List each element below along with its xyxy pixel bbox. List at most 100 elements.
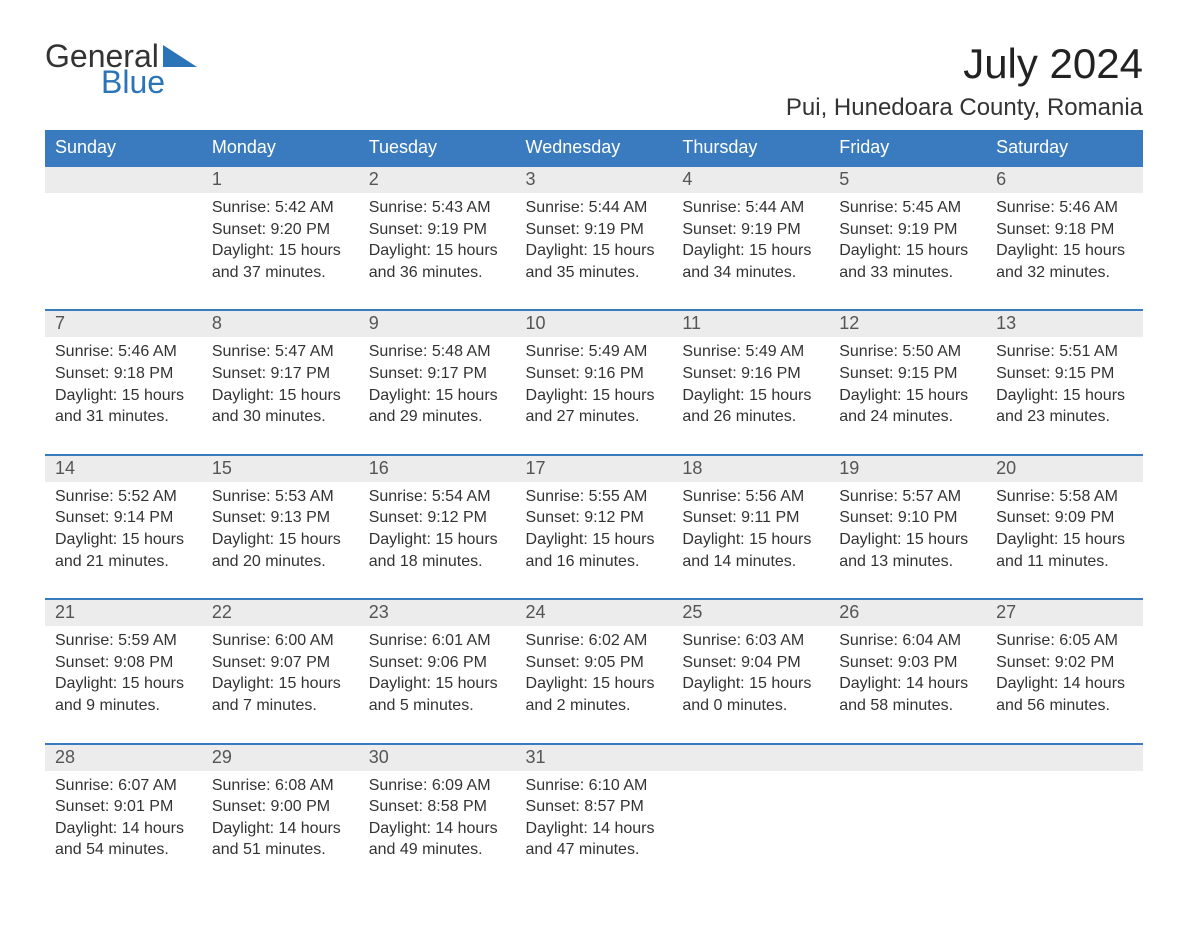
- daylight-text: and 31 minutes.: [55, 406, 192, 428]
- sunrise-text: Sunrise: 5:58 AM: [996, 486, 1133, 508]
- day-detail-cell: Sunrise: 6:01 AMSunset: 9:06 PMDaylight:…: [359, 626, 516, 743]
- day-number-cell: 23: [359, 599, 516, 626]
- sunset-text: Sunset: 9:07 PM: [212, 652, 349, 674]
- day-number-cell: 29: [202, 744, 359, 771]
- weekday-header-row: Sunday Monday Tuesday Wednesday Thursday…: [45, 130, 1143, 166]
- sunrise-text: Sunrise: 5:45 AM: [839, 197, 976, 219]
- day-detail-cell: Sunrise: 5:59 AMSunset: 9:08 PMDaylight:…: [45, 626, 202, 743]
- daylight-text: and 24 minutes.: [839, 406, 976, 428]
- logo-word-2: Blue: [101, 66, 197, 98]
- daylight-text: Daylight: 15 hours: [55, 673, 192, 695]
- sunset-text: Sunset: 9:15 PM: [996, 363, 1133, 385]
- day-detail-cell: [672, 771, 829, 887]
- daylight-text: and 16 minutes.: [526, 551, 663, 573]
- day-detail-cell: Sunrise: 5:46 AMSunset: 9:18 PMDaylight:…: [986, 193, 1143, 310]
- day-detail-cell: [986, 771, 1143, 887]
- sunset-text: Sunset: 9:19 PM: [526, 219, 663, 241]
- daylight-text: Daylight: 14 hours: [212, 818, 349, 840]
- daylight-text: and 23 minutes.: [996, 406, 1133, 428]
- sunset-text: Sunset: 9:05 PM: [526, 652, 663, 674]
- day-detail-cell: Sunrise: 5:44 AMSunset: 9:19 PMDaylight:…: [516, 193, 673, 310]
- sunrise-text: Sunrise: 5:44 AM: [526, 197, 663, 219]
- day-detail-cell: Sunrise: 5:42 AMSunset: 9:20 PMDaylight:…: [202, 193, 359, 310]
- day-number-row: 28293031: [45, 744, 1143, 771]
- sunrise-text: Sunrise: 6:00 AM: [212, 630, 349, 652]
- day-number-cell: 3: [516, 166, 673, 193]
- day-detail-cell: Sunrise: 5:44 AMSunset: 9:19 PMDaylight:…: [672, 193, 829, 310]
- day-number-cell: 30: [359, 744, 516, 771]
- daylight-text: Daylight: 15 hours: [839, 385, 976, 407]
- day-detail-cell: Sunrise: 5:46 AMSunset: 9:18 PMDaylight:…: [45, 337, 202, 454]
- sunrise-text: Sunrise: 5:49 AM: [682, 341, 819, 363]
- sunrise-text: Sunrise: 5:43 AM: [369, 197, 506, 219]
- day-number-cell: 12: [829, 310, 986, 337]
- daylight-text: and 35 minutes.: [526, 262, 663, 284]
- weekday-header: Sunday: [45, 130, 202, 166]
- day-detail-cell: Sunrise: 6:04 AMSunset: 9:03 PMDaylight:…: [829, 626, 986, 743]
- daylight-text: and 33 minutes.: [839, 262, 976, 284]
- day-detail-cell: Sunrise: 5:53 AMSunset: 9:13 PMDaylight:…: [202, 482, 359, 599]
- day-detail-cell: Sunrise: 5:49 AMSunset: 9:16 PMDaylight:…: [516, 337, 673, 454]
- calendar-table: Sunday Monday Tuesday Wednesday Thursday…: [45, 130, 1143, 887]
- sunrise-text: Sunrise: 6:10 AM: [526, 775, 663, 797]
- day-number-cell: 11: [672, 310, 829, 337]
- sunset-text: Sunset: 9:17 PM: [369, 363, 506, 385]
- sunrise-text: Sunrise: 5:54 AM: [369, 486, 506, 508]
- sunset-text: Sunset: 9:17 PM: [212, 363, 349, 385]
- daylight-text: Daylight: 15 hours: [212, 385, 349, 407]
- day-number-cell: 21: [45, 599, 202, 626]
- daylight-text: and 21 minutes.: [55, 551, 192, 573]
- day-number-cell: 19: [829, 455, 986, 482]
- sunset-text: Sunset: 9:04 PM: [682, 652, 819, 674]
- logo: General Blue: [45, 40, 197, 98]
- sunrise-text: Sunrise: 5:47 AM: [212, 341, 349, 363]
- daylight-text: and 0 minutes.: [682, 695, 819, 717]
- daylight-text: and 34 minutes.: [682, 262, 819, 284]
- day-number-cell: 10: [516, 310, 673, 337]
- sunset-text: Sunset: 9:01 PM: [55, 796, 192, 818]
- sunrise-text: Sunrise: 6:08 AM: [212, 775, 349, 797]
- daylight-text: Daylight: 14 hours: [839, 673, 976, 695]
- sunset-text: Sunset: 9:18 PM: [996, 219, 1133, 241]
- sunset-text: Sunset: 9:03 PM: [839, 652, 976, 674]
- day-detail-cell: Sunrise: 6:08 AMSunset: 9:00 PMDaylight:…: [202, 771, 359, 887]
- day-detail-cell: Sunrise: 5:50 AMSunset: 9:15 PMDaylight:…: [829, 337, 986, 454]
- daylight-text: Daylight: 15 hours: [682, 529, 819, 551]
- sunset-text: Sunset: 9:12 PM: [369, 507, 506, 529]
- day-detail-cell: [829, 771, 986, 887]
- daylight-text: and 36 minutes.: [369, 262, 506, 284]
- page-header: General Blue July 2024 Pui, Hunedoara Co…: [45, 40, 1143, 130]
- sunrise-text: Sunrise: 6:03 AM: [682, 630, 819, 652]
- sunset-text: Sunset: 9:18 PM: [55, 363, 192, 385]
- day-number-cell: 20: [986, 455, 1143, 482]
- daylight-text: Daylight: 14 hours: [526, 818, 663, 840]
- day-number-cell: 15: [202, 455, 359, 482]
- sunset-text: Sunset: 9:11 PM: [682, 507, 819, 529]
- day-number-cell: 2: [359, 166, 516, 193]
- daylight-text: and 7 minutes.: [212, 695, 349, 717]
- sunrise-text: Sunrise: 5:44 AM: [682, 197, 819, 219]
- sunrise-text: Sunrise: 6:09 AM: [369, 775, 506, 797]
- daylight-text: Daylight: 15 hours: [526, 385, 663, 407]
- day-number-cell: [829, 744, 986, 771]
- day-number-cell: 16: [359, 455, 516, 482]
- day-detail-row: Sunrise: 5:42 AMSunset: 9:20 PMDaylight:…: [45, 193, 1143, 310]
- sunset-text: Sunset: 9:09 PM: [996, 507, 1133, 529]
- daylight-text: and 11 minutes.: [996, 551, 1133, 573]
- sunrise-text: Sunrise: 5:52 AM: [55, 486, 192, 508]
- sunset-text: Sunset: 9:10 PM: [839, 507, 976, 529]
- day-number-cell: 31: [516, 744, 673, 771]
- daylight-text: Daylight: 15 hours: [682, 673, 819, 695]
- day-detail-row: Sunrise: 5:46 AMSunset: 9:18 PMDaylight:…: [45, 337, 1143, 454]
- day-number-cell: 25: [672, 599, 829, 626]
- daylight-text: and 56 minutes.: [996, 695, 1133, 717]
- sunset-text: Sunset: 8:57 PM: [526, 796, 663, 818]
- day-number-row: 78910111213: [45, 310, 1143, 337]
- sunrise-text: Sunrise: 5:53 AM: [212, 486, 349, 508]
- daylight-text: Daylight: 15 hours: [369, 673, 506, 695]
- day-detail-cell: Sunrise: 5:57 AMSunset: 9:10 PMDaylight:…: [829, 482, 986, 599]
- day-number-cell: 1: [202, 166, 359, 193]
- day-number-cell: 28: [45, 744, 202, 771]
- day-detail-cell: Sunrise: 5:52 AMSunset: 9:14 PMDaylight:…: [45, 482, 202, 599]
- sunset-text: Sunset: 9:12 PM: [526, 507, 663, 529]
